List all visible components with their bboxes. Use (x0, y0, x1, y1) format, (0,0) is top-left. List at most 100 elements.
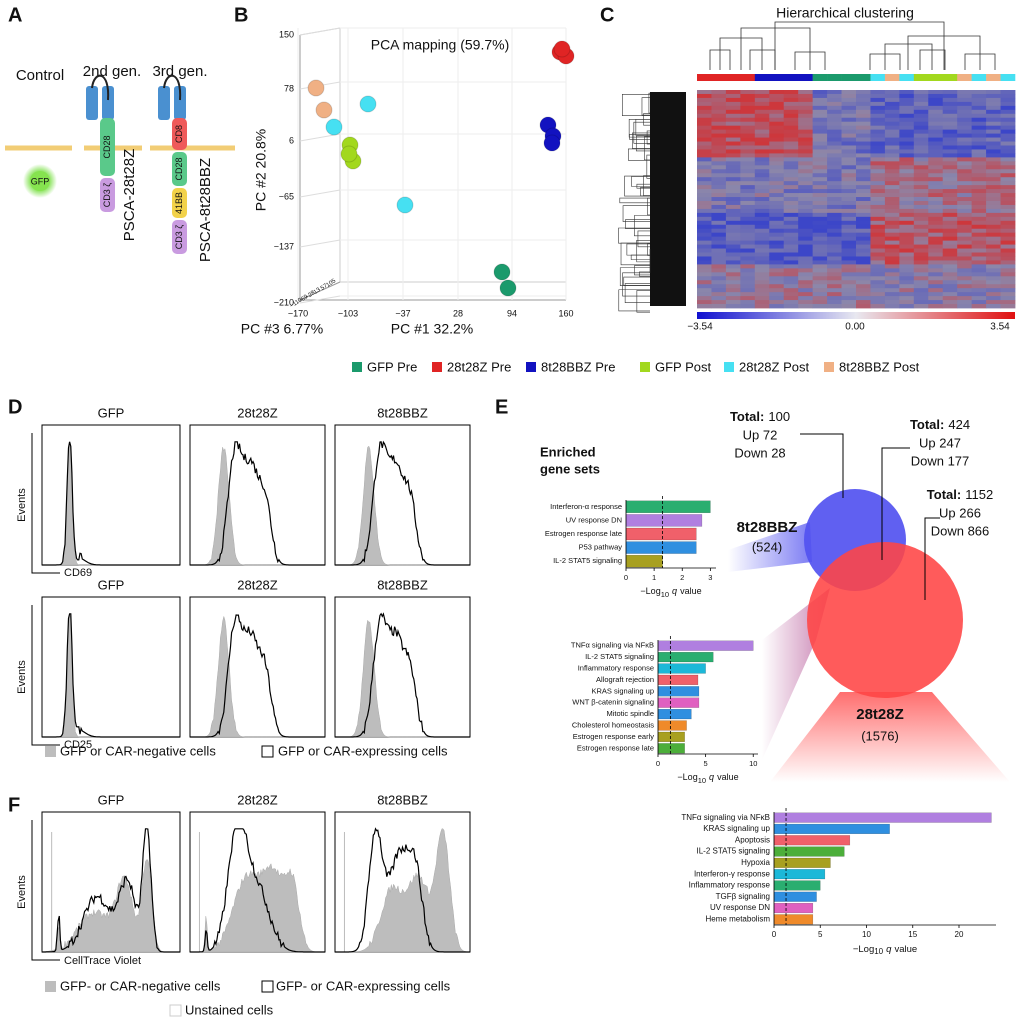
heatmap-cell (957, 280, 973, 285)
heatmap-cell (740, 137, 756, 142)
heatmap-cell (711, 228, 727, 234)
heatmap-cell (783, 185, 799, 190)
heatmap-cell (812, 272, 828, 277)
heatmap-cell (1000, 280, 1016, 285)
heatmap-cell (899, 240, 915, 245)
heatmap-cell (769, 232, 785, 238)
negative-hist (190, 615, 325, 738)
heatmap-cell (798, 240, 814, 245)
heatmap-cell (913, 129, 929, 134)
heatmap-cell (827, 129, 842, 134)
heatmap-cell (769, 145, 785, 150)
heatmap-cell (957, 224, 973, 230)
heatmap-cell (798, 133, 814, 138)
heatmap-cell (870, 276, 886, 281)
heatmap-cell (942, 292, 958, 297)
heatmap-cell (899, 208, 915, 214)
heatmap-cell (856, 244, 871, 249)
heatmap-cell (783, 228, 799, 234)
heatmap-cell (827, 200, 842, 206)
legend-label: GFP- or CAR-negative cells (60, 978, 221, 993)
negative-hist (41, 859, 180, 953)
heatmap-cell (928, 264, 944, 269)
heatmap-cell (769, 93, 785, 99)
heatmap-cell (971, 264, 987, 269)
heatmap-cell (971, 173, 987, 178)
heatmap-cell (798, 177, 814, 182)
heatmap-cell (827, 149, 842, 154)
heatmap-cell (913, 97, 929, 103)
heatmap-cell (1000, 173, 1016, 178)
heatmap-cell (841, 149, 857, 154)
heatmap-cell (798, 169, 814, 174)
funnel (728, 522, 812, 572)
heatmap-cell (884, 101, 900, 107)
heatmap-cell (913, 272, 929, 277)
heatmap-cell (812, 264, 828, 269)
bar (773, 880, 821, 891)
heatmap-cell (870, 193, 886, 198)
bar (625, 527, 697, 541)
dendrogram (643, 175, 650, 196)
bar (625, 541, 697, 554)
heatmap-cell (725, 288, 741, 293)
legend-label: 8t28BBZ Post (839, 359, 920, 374)
heatmap-cell (812, 284, 828, 289)
category-label: Apoptosis (735, 835, 770, 844)
category-label: TNFα signaling via NFκB (681, 813, 770, 822)
heatmap-cell (971, 193, 987, 198)
heatmap-cell (783, 292, 799, 297)
heatmap-cell (798, 185, 814, 190)
heatmap-cell (971, 260, 987, 265)
heatmap-cell (740, 204, 756, 210)
label-q: q (672, 586, 677, 596)
heatmap-cell (870, 97, 886, 103)
cluster-bar (928, 74, 944, 81)
heatmap-cell (725, 244, 741, 249)
x-axis-label: −Log10 q value (853, 944, 917, 957)
text-label: PC #3 6.77% (241, 321, 324, 337)
heatmap-cell (856, 260, 871, 265)
heatmap-cell (928, 149, 944, 154)
heatmap-cell (812, 169, 828, 174)
heatmap-cell (812, 268, 828, 273)
heatmap-cell (783, 157, 799, 162)
heatmap-cell (769, 268, 785, 273)
heatmap-cell (913, 157, 929, 162)
heatmap-cell (754, 121, 770, 127)
heatmap-cell (798, 244, 814, 249)
heatmap-cell (870, 296, 886, 301)
heatmap-cell (957, 240, 973, 245)
label-part: value (717, 772, 739, 782)
heatmap-cell (725, 280, 741, 285)
heatmap-cell (827, 268, 842, 273)
heatmap-cell (783, 129, 799, 134)
heatmap-cell (740, 240, 756, 245)
heatmap-cell (884, 157, 900, 162)
heatmap-cell (725, 93, 741, 99)
heatmap-cell (971, 208, 987, 214)
heatmap-cell (928, 181, 944, 186)
total-label: Total: (910, 417, 944, 432)
category-label: Heme metabolism (706, 914, 771, 923)
heatmap-cell (986, 284, 1001, 289)
text-label: (524) (752, 539, 782, 554)
heatmap-cell (711, 101, 727, 107)
heatmap-cell (856, 204, 871, 210)
category-label: UV response DN (566, 515, 622, 524)
heatmap-cell (711, 125, 727, 131)
heatmap-cell (740, 97, 756, 103)
heatmap-cell (798, 141, 814, 146)
heatmap-cell (697, 212, 712, 218)
heatmap-cell (725, 133, 741, 138)
heatmap-cell (870, 181, 886, 186)
heatmap-cell (783, 264, 799, 269)
heatmap-cell (913, 284, 929, 289)
heatmap-cell (697, 125, 712, 131)
heatmap-cell (740, 93, 756, 99)
cluster-bar (899, 74, 915, 81)
heatmap-cell (711, 268, 727, 273)
text-label: Up 247 (919, 435, 961, 450)
heatmap-cell (812, 216, 828, 222)
dendrogram (624, 283, 650, 303)
